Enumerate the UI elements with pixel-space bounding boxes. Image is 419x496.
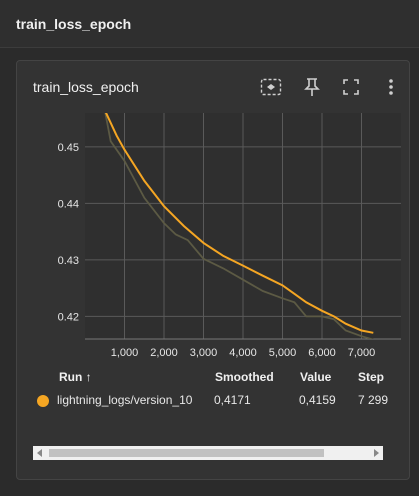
scroll-right-arrow[interactable] xyxy=(374,449,379,457)
col-header-step[interactable]: Step xyxy=(358,370,385,384)
more-vert-icon[interactable] xyxy=(379,75,403,99)
x-tick-label: 7,000 xyxy=(348,347,376,359)
run-step: 7 299 xyxy=(358,393,389,407)
y-tick-label: 0.43 xyxy=(58,255,79,267)
fit-to-data-icon[interactable] xyxy=(259,75,283,99)
chart-svg[interactable]: 1,000 2,000 3,000 4,000 5,000 6,000 7,000 0.42 0… xyxy=(17,113,411,363)
smoothed-series-line xyxy=(104,113,374,334)
fullscreen-icon[interactable] xyxy=(339,75,363,99)
x-tick-label: 3,000 xyxy=(190,347,218,359)
col-header-value[interactable]: Value xyxy=(300,370,332,384)
run-color-dot xyxy=(37,395,49,407)
x-tick-label: 4,000 xyxy=(229,347,257,359)
pin-icon[interactable] xyxy=(300,75,324,99)
scroll-thumb[interactable] xyxy=(49,449,324,457)
x-tick-label: 2,000 xyxy=(150,347,178,359)
raw-series-line xyxy=(104,113,374,339)
scalar-card: train_loss_epoch 1,000 2,000 3,000 4,000 5,0… xyxy=(16,60,410,480)
y-tick-label: 0.44 xyxy=(58,198,79,210)
run-name: lightning_logs/version_10 xyxy=(57,393,193,407)
col-header-smoothed[interactable]: Smoothed xyxy=(215,370,274,384)
line-chart[interactable]: 1,000 2,000 3,000 4,000 5,000 6,000 7,000 0.42 0… xyxy=(17,113,411,413)
x-tick-label: 5,000 xyxy=(269,347,297,359)
col-header-run[interactable]: Run ↑ xyxy=(59,370,92,384)
card-title: train_loss_epoch xyxy=(33,79,139,95)
x-tick-label: 1,000 xyxy=(111,347,139,359)
y-tick-label: 0.45 xyxy=(58,142,79,154)
x-tick-label: 6,000 xyxy=(308,347,336,359)
scroll-left-arrow[interactable] xyxy=(37,449,42,457)
run-smoothed: 0,4171 xyxy=(214,393,251,407)
run-value: 0,4159 xyxy=(299,393,336,407)
y-tick-label: 0.42 xyxy=(58,311,79,323)
table-scrollbar[interactable] xyxy=(33,446,383,460)
section-title: train_loss_epoch xyxy=(16,16,132,32)
section-header[interactable]: train_loss_epoch xyxy=(0,0,419,48)
